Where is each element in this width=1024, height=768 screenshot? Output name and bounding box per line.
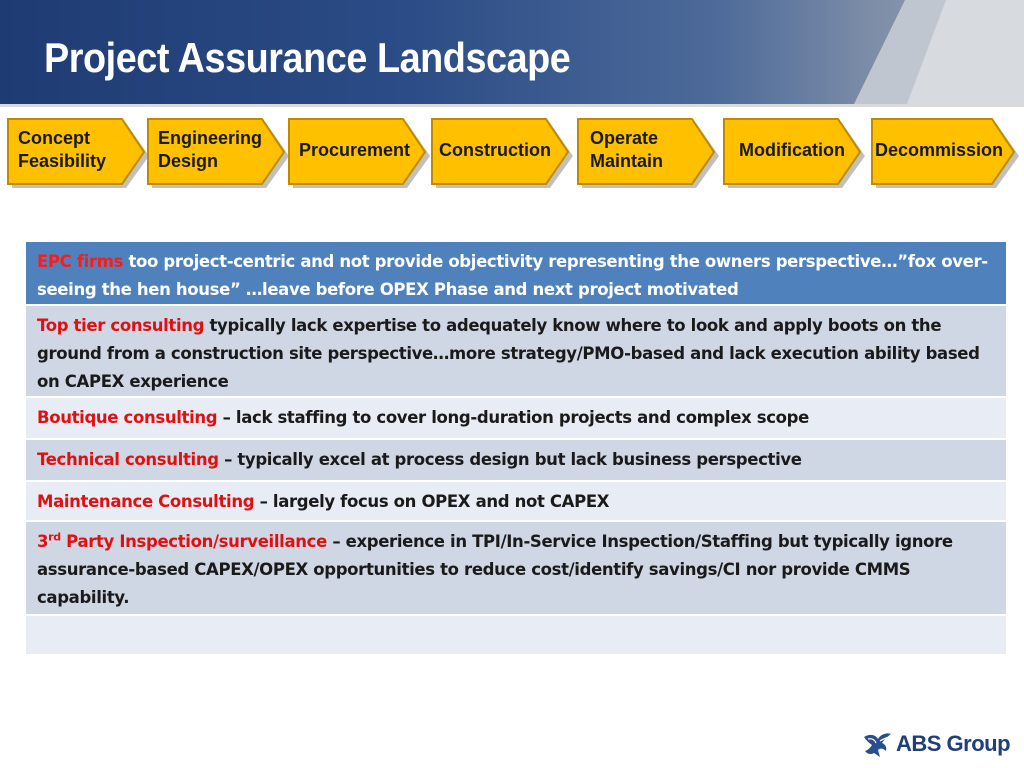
row-lead: Maintenance Consulting: [37, 492, 255, 511]
row-lead: Technical consulting: [37, 450, 219, 469]
phase-label: Procurement: [299, 139, 411, 160]
row-lead-prefix: 3: [37, 532, 49, 551]
chevron-shape: [723, 118, 865, 188]
chevron-shape: [7, 118, 149, 188]
phase-label: Decommission: [875, 139, 1004, 160]
chevron-shape: [288, 118, 430, 188]
row-lead-superscript: rd: [48, 530, 61, 544]
eagle-icon: [864, 733, 891, 757]
title-banner: Project Assurance Landscape: [0, 0, 1024, 104]
row-text: – typically excel at process design but …: [218, 450, 802, 469]
slide-title: Project Assurance Landscape: [44, 34, 571, 81]
row-text: – lack staffing to cover long-duration p…: [217, 408, 810, 427]
row-lead: Top tier consulting: [37, 316, 205, 335]
phase-label: Concept Feasibility: [18, 128, 107, 171]
phase-label: Modification: [739, 139, 845, 160]
table-row: Boutique consulting – lack staffing to c…: [26, 398, 1006, 440]
row-text: too project-centric and not provide obje…: [37, 252, 988, 299]
table-row: 3rd Party Inspection/surveillance – expe…: [26, 522, 1006, 616]
phase-label: Operate Maintain: [590, 128, 664, 171]
assurance-landscape-table: EPC firms too project-centric and not pr…: [26, 242, 1006, 656]
row-lead: Party Inspection/surveillance: [60, 532, 327, 551]
logo-text: ABS Group: [896, 731, 1011, 756]
row-text: typically lack expertise to adequately k…: [37, 316, 980, 391]
banner-divider: [0, 104, 1024, 107]
project-phase-chevrons: Concept Feasibility Engineering Design P…: [0, 116, 1024, 190]
abs-group-logo: ABS Group: [862, 727, 1011, 761]
row-text: – experience in TPI/In-Service Inspectio…: [37, 532, 953, 607]
table-row: Top tier consulting typically lack exper…: [26, 306, 1006, 398]
chevron-shape: [577, 118, 719, 188]
table-row-empty: [26, 616, 1006, 656]
table-row: Maintenance Consulting – largely focus o…: [26, 482, 1006, 522]
chevron-shape: [147, 118, 289, 188]
table-row: Technical consulting – typically excel a…: [26, 440, 1006, 482]
chevron-shape: [871, 118, 1019, 188]
phase-label: Engineering Design: [158, 128, 263, 171]
phase-label: Construction: [439, 139, 551, 160]
chevron-shape: [431, 118, 573, 188]
row-text: – largely focus on OPEX and not CAPEX: [254, 492, 610, 511]
row-lead: Boutique consulting: [37, 408, 218, 427]
table-row: EPC firms too project-centric and not pr…: [26, 242, 1006, 306]
row-lead: EPC firms: [37, 252, 124, 271]
